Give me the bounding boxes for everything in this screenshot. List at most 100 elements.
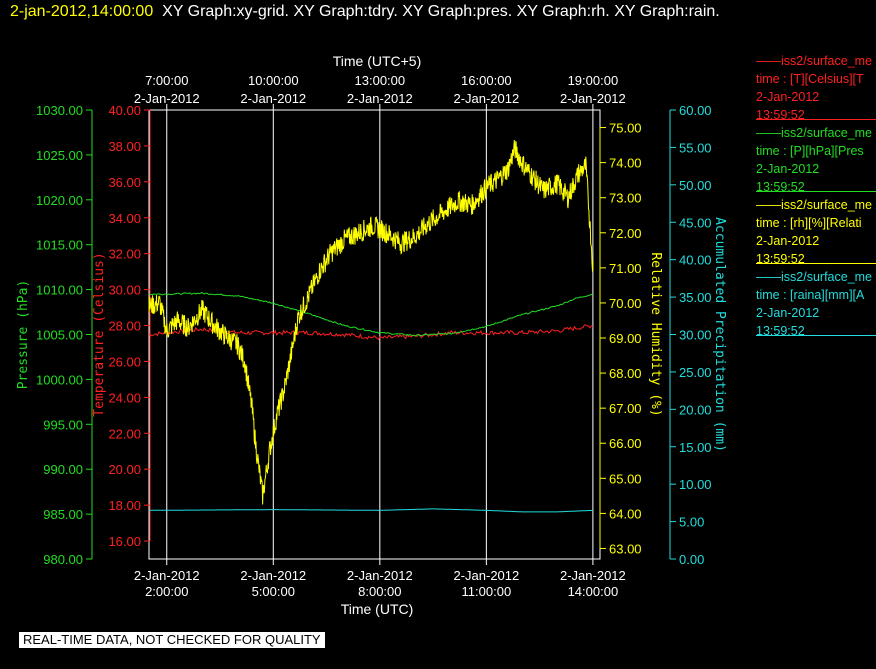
graph-list: XY Graph:xy-grid. XY Graph:tdry. XY Grap… bbox=[162, 3, 720, 20]
x-top-tick-label-time: 19:00:00 bbox=[568, 73, 619, 88]
legend-time: 13:59:52 bbox=[756, 180, 805, 192]
y-tick-label-tdry: 34.00 bbox=[108, 211, 141, 226]
x-tick-label-time: 11:00:00 bbox=[462, 584, 512, 599]
y-axis-title-rain: Accumulated Precipitation (mm) bbox=[712, 217, 727, 452]
x-tick-label-date: 2-Jan-2012 bbox=[560, 568, 626, 583]
legend-date: 2-Jan-2012 bbox=[756, 306, 820, 320]
y-tick-label-tdry: 30.00 bbox=[108, 283, 141, 298]
graph-title-bar: 2-jan-2012,14:00:00 XY Graph:xy-grid. XY… bbox=[10, 3, 720, 21]
y-tick-label-rain: 30.00 bbox=[679, 328, 712, 343]
y-tick-label-rh: 71.00 bbox=[609, 261, 642, 276]
y-tick-label-tdry: 20.00 bbox=[108, 462, 141, 477]
y-tick-label-rain: 35.00 bbox=[679, 290, 712, 305]
quality-disclaimer: REAL-TIME DATA, NOT CHECKED FOR QUALITY bbox=[19, 632, 325, 648]
legend-date: 2-Jan-2012 bbox=[756, 90, 820, 104]
legend-series-name: ——iss2/surface_me bbox=[756, 198, 873, 212]
legend-time: 13:59:52 bbox=[756, 252, 805, 264]
y-tick-label-tdry: 22.00 bbox=[108, 426, 141, 441]
legend-date: 2-Jan-2012 bbox=[756, 234, 820, 248]
x-tick-label-time: 8:00:00 bbox=[358, 584, 401, 599]
y-tick-label-rh: 72.00 bbox=[609, 226, 642, 241]
y-tick-label-rh: 69.00 bbox=[609, 331, 642, 346]
legend-entry-precipitation[interactable]: ——iss2/surface_me time : [raina][mm][A 2… bbox=[756, 268, 876, 336]
y-tick-label-rh: 68.00 bbox=[609, 366, 642, 381]
y-tick-label-tdry: 38.00 bbox=[108, 139, 141, 154]
y-tick-label-tdry: 26.00 bbox=[108, 354, 141, 369]
y-tick-label-rh: 66.00 bbox=[609, 436, 642, 451]
y-tick-label-rh: 73.00 bbox=[609, 191, 642, 206]
graph-timestamp: 2-jan-2012,14:00:00 bbox=[10, 3, 154, 20]
y-tick-label-rain: 45.00 bbox=[679, 215, 712, 230]
x-top-tick-label-date: 2-Jan-2012 bbox=[347, 91, 413, 106]
y-tick-label-rh: 75.00 bbox=[609, 121, 642, 136]
x-tick-label-date: 2-Jan-2012 bbox=[240, 568, 306, 583]
x-tick-label-time: 14:00:00 bbox=[568, 584, 619, 599]
y-tick-label-pres: 1005.00 bbox=[36, 328, 83, 343]
y-tick-label-pres: 990.00 bbox=[43, 462, 83, 477]
y-tick-label-rh: 64.00 bbox=[609, 506, 642, 521]
x-top-tick-label-date: 2-Jan-2012 bbox=[240, 91, 306, 106]
y-tick-label-rain: 55.00 bbox=[679, 140, 712, 155]
legend-series-name: ——iss2/surface_me bbox=[756, 270, 873, 284]
x-tick-label-date: 2-Jan-2012 bbox=[453, 568, 519, 583]
x-top-axis-title: Time (UTC+5) bbox=[333, 53, 422, 69]
y-tick-label-pres: 1000.00 bbox=[36, 372, 83, 387]
legend-separator bbox=[756, 191, 876, 192]
x-top-tick-label-date: 2-Jan-2012 bbox=[560, 91, 626, 106]
y-tick-label-rain: 0.00 bbox=[679, 552, 704, 567]
y-tick-label-tdry: 32.00 bbox=[108, 247, 141, 262]
legend-series-name: ——iss2/surface_me bbox=[756, 54, 873, 68]
y-tick-label-tdry: 24.00 bbox=[108, 390, 141, 405]
legend-entry-pressure[interactable]: ——iss2/surface_me time : [P][hPa][Pres 2… bbox=[756, 124, 876, 192]
legend-time: 13:59:52 bbox=[756, 108, 805, 120]
y-tick-label-pres: 1020.00 bbox=[36, 193, 83, 208]
y-tick-label-rain: 25.00 bbox=[679, 365, 712, 380]
y-tick-label-tdry: 28.00 bbox=[108, 319, 141, 334]
y-tick-label-rain: 5.00 bbox=[679, 515, 704, 530]
y-tick-label-rain: 15.00 bbox=[679, 440, 712, 455]
y-tick-label-rh: 74.00 bbox=[609, 156, 642, 171]
legend-variable: time : [P][hPa][Pres bbox=[756, 144, 864, 158]
x-tick-label-time: 5:00:00 bbox=[252, 584, 295, 599]
y-tick-label-tdry: 36.00 bbox=[108, 175, 141, 190]
y-tick-label-pres: 980.00 bbox=[43, 552, 83, 567]
y-tick-label-rh: 63.00 bbox=[609, 541, 642, 556]
legend-separator bbox=[756, 335, 876, 336]
legend-variable: time : [T][Celsius][T bbox=[756, 72, 864, 86]
series-line-pres bbox=[148, 292, 594, 337]
y-tick-label-pres: 1030.00 bbox=[36, 103, 83, 118]
y-tick-label-tdry: 16.00 bbox=[108, 534, 141, 549]
y-tick-label-rain: 40.00 bbox=[679, 253, 712, 268]
y-axis-title-rh: Relative Humidity (%) bbox=[648, 252, 663, 416]
y-tick-label-rain: 10.00 bbox=[679, 477, 712, 492]
y-tick-label-rh: 70.00 bbox=[609, 296, 642, 311]
legend-entry-temperature[interactable]: ——iss2/surface_me time : [T][Celsius][T … bbox=[756, 52, 876, 120]
legend-variable: time : [rh][%][Relati bbox=[756, 216, 862, 230]
x-axis-title: Time (UTC) bbox=[341, 601, 414, 617]
x-tick-label-time: 2:00:00 bbox=[145, 584, 188, 599]
x-tick-label-date: 2-Jan-2012 bbox=[134, 568, 200, 583]
y-tick-label-tdry: 40.00 bbox=[108, 103, 141, 118]
legend-separator bbox=[756, 263, 876, 264]
legend-variable: time : [raina][mm][A bbox=[756, 288, 865, 302]
y-tick-label-tdry: 18.00 bbox=[108, 498, 141, 513]
x-top-tick-label-date: 2-Jan-2012 bbox=[134, 91, 200, 106]
y-tick-label-rh: 65.00 bbox=[609, 471, 642, 486]
x-top-tick-label-time: 7:00:00 bbox=[145, 73, 188, 88]
x-tick-label-date: 2-Jan-2012 bbox=[347, 568, 413, 583]
y-axis-title-pres: Pressure (hPa) bbox=[16, 280, 31, 390]
x-top-tick-label-date: 2-Jan-2012 bbox=[453, 91, 519, 106]
y-axis-title-tdry: Temperature (Celsius) bbox=[92, 252, 107, 416]
legend-series-name: ——iss2/surface_me bbox=[756, 126, 873, 140]
y-tick-label-rain: 50.00 bbox=[679, 178, 712, 193]
y-tick-label-rain: 60.00 bbox=[679, 103, 712, 118]
series-line-rh bbox=[148, 139, 594, 505]
y-tick-label-pres: 995.00 bbox=[43, 417, 83, 432]
x-top-tick-label-time: 10:00:00 bbox=[248, 73, 299, 88]
legend-time: 13:59:52 bbox=[756, 324, 805, 336]
legend-entry-humidity[interactable]: ——iss2/surface_me time : [rh][%][Relati … bbox=[756, 196, 876, 264]
y-tick-label-pres: 1025.00 bbox=[36, 148, 83, 163]
x-top-tick-label-time: 13:00:00 bbox=[355, 73, 406, 88]
y-tick-label-rain: 20.00 bbox=[679, 402, 712, 417]
